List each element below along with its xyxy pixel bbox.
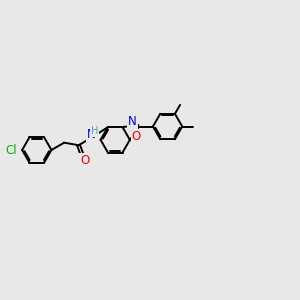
- Text: N: N: [87, 128, 96, 141]
- Text: Cl: Cl: [5, 143, 17, 157]
- Text: O: O: [131, 130, 141, 143]
- Text: O: O: [80, 154, 89, 167]
- Text: H: H: [91, 126, 98, 136]
- Text: N: N: [128, 115, 137, 128]
